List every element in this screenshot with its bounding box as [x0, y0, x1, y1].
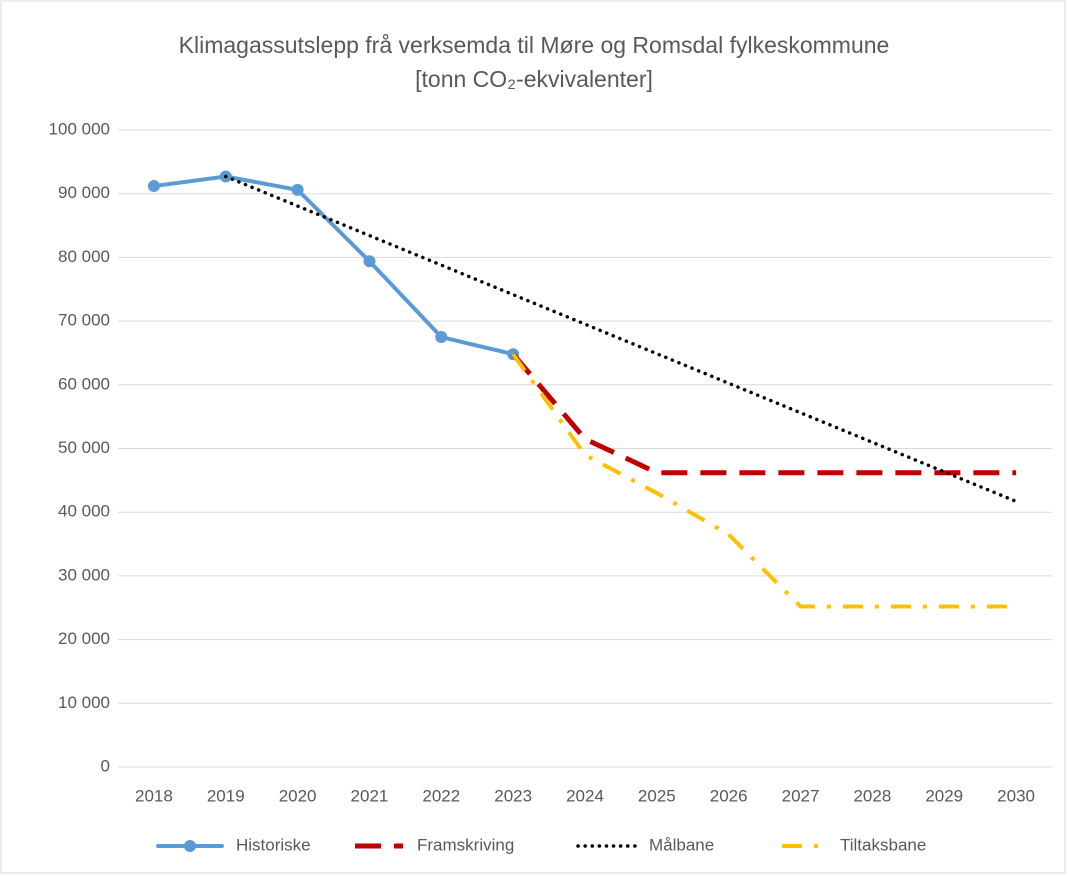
legend-label: Framskriving: [417, 835, 514, 854]
x-tick-label: 2026: [710, 786, 748, 805]
x-tick-label: 2028: [853, 786, 891, 805]
series-line: [151, 174, 516, 357]
legend-marker: [184, 840, 196, 852]
legend-label: Historiske: [236, 835, 311, 854]
x-tick-label: 2025: [638, 786, 676, 805]
x-tick-label: 2023: [494, 786, 532, 805]
marker: [291, 183, 304, 196]
chart-title: Klimagassutslepp frå verksemda til Møre …: [179, 32, 890, 58]
x-tick-label: 2021: [351, 786, 389, 805]
x-tick-label: 2024: [566, 786, 604, 805]
x-tick-label: 2018: [135, 786, 173, 805]
marker: [363, 255, 376, 268]
series-line: [511, 353, 1017, 609]
y-tick-label: 40 000: [58, 502, 110, 521]
y-tick-label: 80 000: [58, 247, 110, 266]
y-tick-label: 90 000: [58, 183, 110, 202]
marker: [147, 180, 160, 193]
chart-subtitle: [tonn CO₂-ekvivalenter]: [415, 66, 653, 92]
y-tick-label: 10 000: [58, 693, 110, 712]
x-tick-label: 2027: [782, 786, 820, 805]
x-tick-label: 2029: [925, 786, 963, 805]
y-tick-label: 20 000: [58, 629, 110, 648]
series-line: [224, 174, 1018, 504]
y-tick-label: 0: [101, 756, 110, 775]
x-tick-label: 2020: [279, 786, 317, 805]
y-tick-label: 50 000: [58, 438, 110, 457]
series-line: [511, 352, 1017, 476]
y-tick-label: 100 000: [49, 119, 110, 138]
y-tick-label: 60 000: [58, 374, 110, 393]
x-tick-label: 2022: [422, 786, 460, 805]
y-tick-label: 70 000: [58, 311, 110, 330]
x-tick-label: 2030: [997, 786, 1035, 805]
legend-label: Tiltaksbane: [840, 835, 926, 854]
y-tick-label: 30 000: [58, 565, 110, 584]
x-tick-label: 2019: [207, 786, 245, 805]
legend-label: Målbane: [649, 835, 714, 854]
marker: [435, 331, 448, 344]
